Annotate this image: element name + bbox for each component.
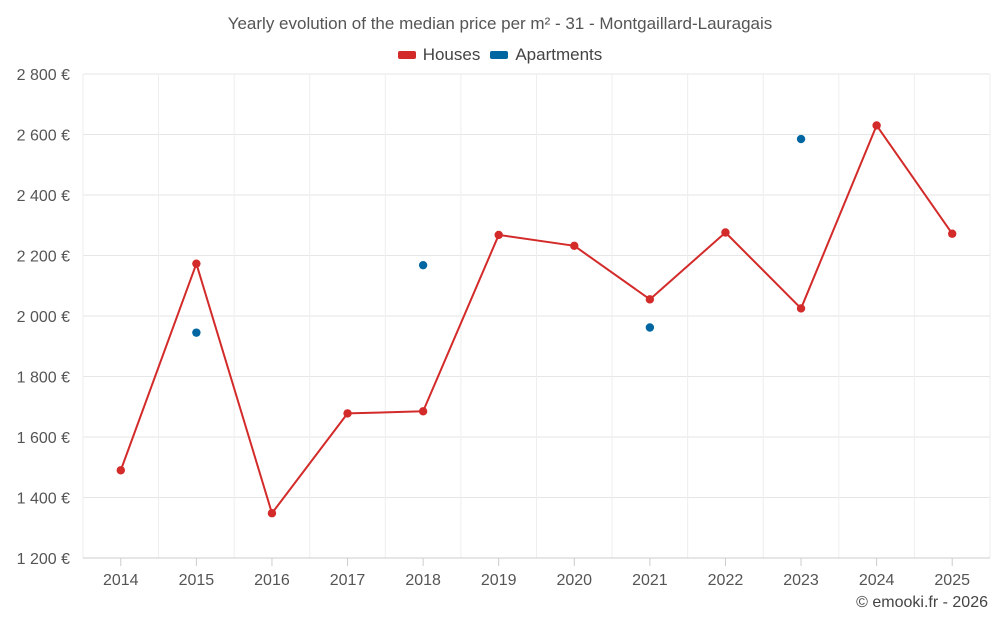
data-point-houses-2024[interactable]	[872, 121, 881, 130]
series-line-houses	[119, 124, 954, 515]
x-tick-label: 2018	[405, 572, 441, 589]
x-tick-label: 2022	[708, 572, 744, 589]
data-point-houses-2021[interactable]	[645, 295, 655, 304]
x-tick-label: 2021	[632, 572, 668, 589]
y-tick-label: 2 200 €	[17, 249, 70, 266]
series-layer	[116, 121, 957, 518]
chart-title: Yearly evolution of the median price per…	[227, 14, 773, 33]
data-point-houses-2018[interactable]	[418, 407, 428, 416]
legend-label-apartments: Apartments	[515, 45, 603, 64]
y-tick-label: 1 200 €	[17, 551, 70, 568]
y-tick-label: 1 600 €	[17, 430, 70, 447]
legend-swatch-apartments	[490, 51, 509, 59]
data-point-houses-2023[interactable]	[796, 304, 806, 313]
y-tick-label: 2 400 €	[17, 188, 70, 205]
data-point-apartments-2018[interactable]	[418, 260, 428, 270]
legend-swatch-houses	[397, 51, 416, 59]
grid-layer	[82, 73, 991, 559]
x-tick-label: 2016	[254, 572, 290, 589]
credit-text: © emooki.fr - 2026	[856, 594, 988, 611]
axis-layer: 1 200 € 1 400 € 1 600 € 1 800 € 2 000 € 2 200…	[17, 67, 990, 589]
data-point-houses-2014[interactable]	[116, 466, 125, 475]
x-tick-label: 2015	[179, 572, 215, 589]
series-houses	[116, 121, 957, 518]
data-point-apartments-2015[interactable]	[192, 328, 201, 337]
y-tick-label: 2 800 €	[17, 67, 70, 84]
data-point-houses-2022[interactable]	[721, 228, 730, 237]
data-point-houses-2019[interactable]	[494, 230, 503, 240]
data-point-apartments-2023[interactable]	[796, 134, 806, 144]
data-point-houses-2017[interactable]	[343, 409, 352, 418]
x-tick-label: 2025	[934, 572, 970, 589]
y-tick-label: 1 800 €	[17, 370, 70, 387]
y-tick-label: 1 400 €	[17, 491, 70, 508]
x-tick-label: 2019	[481, 572, 517, 589]
legend: Houses Apartments	[0, 45, 1000, 65]
data-point-houses-2016[interactable]	[267, 509, 277, 518]
series-apartments	[192, 134, 806, 337]
legend-item-houses[interactable]: Houses	[397, 45, 481, 65]
data-point-houses-2020[interactable]	[570, 241, 579, 251]
y-tick-label: 2 000 €	[17, 309, 70, 326]
x-tick-label: 2024	[859, 572, 895, 589]
x-tick-label: 2020	[556, 572, 592, 589]
data-point-houses-2025[interactable]	[948, 229, 957, 238]
data-point-houses-2015[interactable]	[192, 259, 201, 268]
legend-item-apartments[interactable]: Apartments	[490, 45, 602, 65]
x-tick-label: 2017	[330, 572, 366, 589]
x-tick-label: 2023	[783, 572, 819, 589]
x-tick-label: 2014	[103, 572, 139, 589]
legend-label-houses: Houses	[422, 45, 481, 64]
data-point-apartments-2021[interactable]	[645, 323, 655, 332]
y-tick-label: 2 600 €	[17, 128, 70, 145]
